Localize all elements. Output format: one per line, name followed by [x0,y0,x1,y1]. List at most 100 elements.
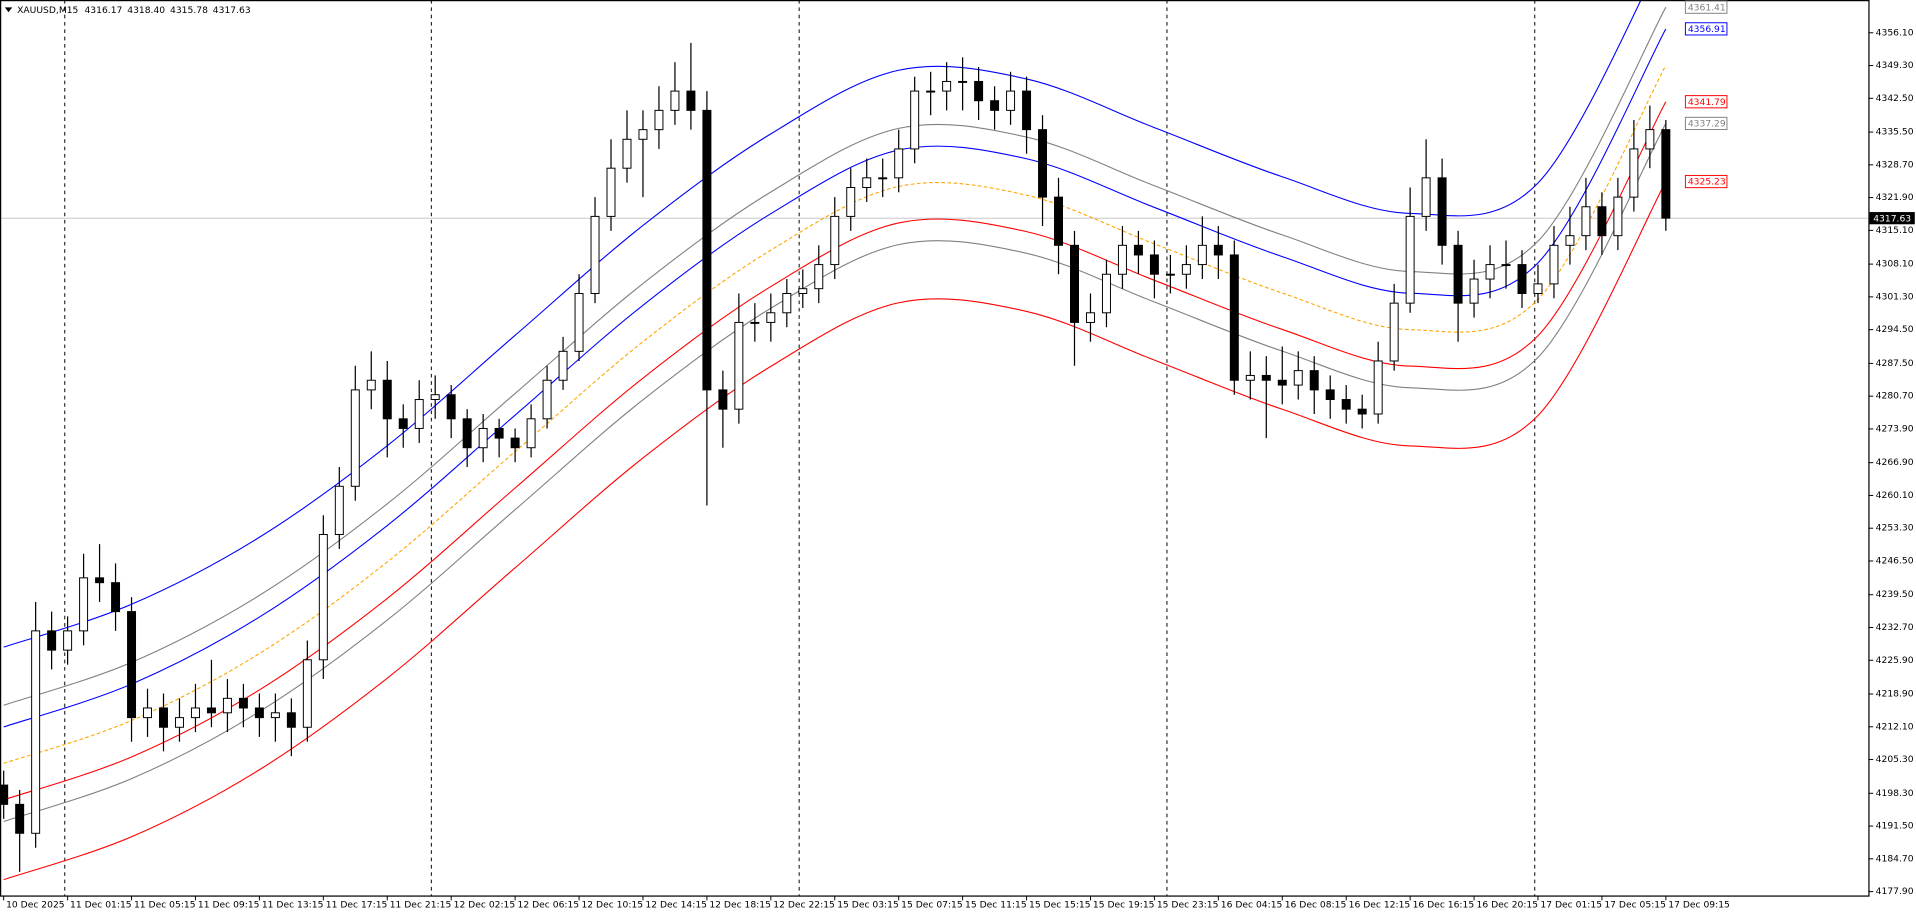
x-tick-label: 16 Dec 04:15 [1221,900,1283,911]
candle-body [1133,244,1143,256]
candle-body [1437,177,1447,246]
y-tick-label: 4239.50 [1876,589,1914,600]
x-tick-label: 12 Dec 06:15 [518,900,580,911]
candle-body [47,630,57,651]
x-tick-label: 17 Dec 09:15 [1668,900,1730,911]
quote-open: 4316.17 [84,4,122,15]
candle-body [942,80,952,92]
candle-body [1389,302,1399,362]
candle-body [190,707,200,719]
candle-body [318,533,328,661]
candle-body [302,659,312,728]
candle-body [1357,408,1367,415]
candle-body [542,379,552,420]
candle-body [1149,254,1159,275]
period-separators [64,0,1536,896]
band-price-label: 4356.91 [1688,24,1726,35]
x-tick-label: 16 Dec 16:15 [1413,900,1475,911]
x-tick-label: 15 Dec 23:15 [1157,900,1219,911]
candle-body [1325,389,1335,401]
symbol: XAUUSD,M15 [17,4,78,15]
candle-body [334,485,344,535]
band-price-label-box [1684,116,1728,131]
candle-body [1229,254,1239,381]
band-price-label: 4337.29 [1688,119,1726,130]
candle-body [1277,379,1287,386]
band-price-label-box [1684,0,1728,14]
candle-body [206,707,216,714]
x-tick-label: 17 Dec 05:15 [1604,900,1666,911]
candle-body [494,427,504,439]
candle-body [111,582,121,613]
y-tick-label: 4177.90 [1876,886,1914,897]
y-tick-label: 4308.10 [1876,259,1914,270]
band-price-label-box [1684,174,1728,189]
candle-body [1261,374,1271,381]
y-tick-label: 4349.30 [1876,60,1914,71]
candle-body [1165,273,1175,276]
candle-body [382,379,392,420]
y-tick-label: 4356.10 [1876,27,1914,38]
candle-body [254,707,264,719]
y-tick-label: 4335.50 [1876,127,1914,138]
candle-body [1533,283,1543,294]
current-price-tag [1869,212,1915,225]
candle-body [830,215,840,266]
x-tick-label: 15 Dec 15:15 [1029,900,1091,911]
band-price-label: 4325.23 [1688,177,1726,188]
candle-body [1006,90,1016,111]
x-tick-label: 17 Dec 01:15 [1540,900,1602,911]
candle-body [1517,264,1527,294]
candle-body [414,399,424,429]
y-tick-label: 4315.10 [1876,225,1914,236]
candle-body [0,784,9,805]
y-tick-label: 4260.10 [1876,490,1914,501]
x-tick-label: 16 Dec 12:15 [1349,900,1411,911]
candle-body [766,312,776,323]
candle-body [1197,244,1207,266]
y-tick-label: 4225.90 [1876,655,1914,666]
candle-body [638,129,648,140]
x-tick-label: 10 Dec 2025 [6,900,65,911]
candle-body [574,293,584,352]
candle-body [79,577,89,632]
band-line [3,28,1667,728]
candle-body [1597,206,1607,237]
candle-body [670,90,680,111]
candle-body [1501,264,1511,267]
band-price-label: 4341.79 [1688,97,1726,108]
candle-body [1453,244,1463,304]
candle-body [958,80,968,83]
candle-body [1070,244,1079,323]
candle-body [510,437,520,449]
candle-body [702,109,712,391]
candle-body [446,394,456,420]
candle-body [1181,264,1191,275]
candle-body [174,717,184,728]
x-tick-label: 15 Dec 03:15 [837,900,899,911]
x-tick-label: 11 Dec 13:15 [262,900,324,911]
candle-body [782,293,792,314]
candle-body [606,167,616,217]
candle-body [159,707,168,728]
candle-body [1613,196,1623,237]
candle-body [750,321,760,324]
candle-body [430,394,440,401]
x-tick-label: 11 Dec 01:15 [70,900,132,911]
candle-body [1213,244,1223,256]
candle-body [1293,370,1303,386]
y-tick-label: 4246.50 [1876,555,1914,566]
candle-body [31,630,41,834]
candle-body [558,350,568,381]
candle-body [894,148,904,179]
candle-body [1245,374,1255,381]
candle-body [1373,360,1383,415]
menu-triangle[interactable] [4,7,13,13]
candle-body [478,427,488,449]
candle-body [398,418,408,429]
candle-body [718,389,728,410]
candle-body [926,90,936,93]
y-tick-label: 4328.70 [1876,159,1914,170]
